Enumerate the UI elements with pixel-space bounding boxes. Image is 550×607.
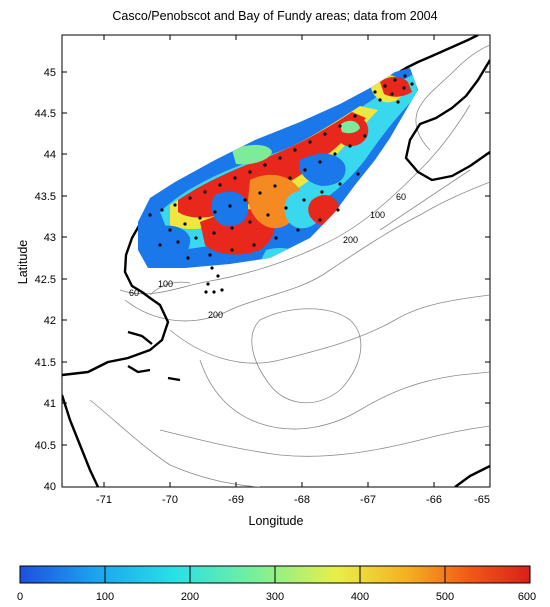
x-tick-label: -68	[294, 494, 310, 506]
bathymetry-contours	[89, 44, 490, 487]
y-tick-label: 41.5	[35, 357, 56, 369]
x-tick-label: -65	[474, 494, 490, 506]
colorbar-tick-label: 600	[518, 591, 536, 603]
colorbar-tick-label: 0	[17, 591, 23, 603]
sampling-stations	[148, 74, 414, 294]
colorbar-tick-label: 400	[351, 591, 369, 603]
x-tick-label: -66	[426, 494, 442, 506]
x-tick-label: -67	[360, 494, 376, 506]
contour-label-100-east: 100	[370, 210, 385, 220]
x-tick-label: -71	[96, 494, 112, 506]
y-tick-label: 40.5	[35, 440, 56, 452]
y-tick-label: 43	[44, 232, 56, 244]
x-tick-label: -70	[162, 494, 178, 506]
colorbar-tick-label: 300	[266, 591, 284, 603]
y-tick-label: 42.5	[35, 274, 56, 286]
map-title: Casco/Penobscot and Bay of Fundy areas; …	[112, 9, 438, 23]
y-tick-label: 45	[44, 67, 56, 79]
y-tick-label: 44	[44, 149, 56, 161]
y-tick-label: 44.5	[35, 108, 56, 120]
contour-label-60-west: 60	[129, 288, 139, 298]
y-tick-label: 42	[44, 315, 56, 327]
contour-label-60-east: 60	[396, 192, 406, 202]
colorbar-tick-label: 500	[436, 591, 454, 603]
colorbar-ticks	[104, 566, 446, 583]
contour-label-200-south: 200	[208, 310, 223, 320]
colorbar-tick-label: 200	[181, 591, 199, 603]
y-tick-label: 41	[44, 398, 56, 410]
plot-frame	[61, 34, 491, 488]
contour-label-200-east: 200	[343, 235, 358, 245]
y-tick-label: 43.5	[35, 191, 56, 203]
contour-label-100-west: 100	[158, 279, 173, 289]
x-tick-label: -69	[228, 494, 244, 506]
x-axis-label: Longitude	[248, 514, 304, 528]
y-tick-label: 40	[44, 481, 56, 493]
axis-ticks	[62, 35, 490, 487]
colorbar-tick-label: 100	[96, 591, 114, 603]
